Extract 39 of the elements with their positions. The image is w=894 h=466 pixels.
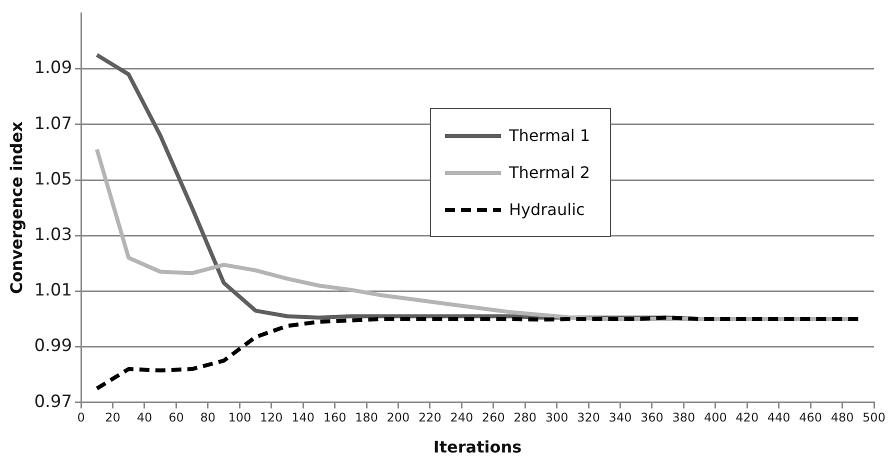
x-tick-label: 400	[704, 410, 727, 425]
x-tick-label: 380	[672, 410, 696, 425]
y-tick-label: 0.97	[34, 392, 72, 412]
x-tick-label: 0	[77, 410, 85, 425]
y-tick-label: 1.09	[34, 58, 72, 78]
x-tick-label: 460	[799, 410, 822, 425]
legend-label: Thermal 1	[508, 126, 590, 146]
x-tick-label: 440	[767, 410, 790, 425]
line-series	[94, 316, 860, 390]
y-tick-label: 1.01	[34, 280, 72, 301]
x-tick-label: 60	[168, 410, 184, 425]
legend-label: Thermal 2	[508, 163, 590, 182]
x-tick-label: 20	[105, 410, 120, 425]
x-tick-label: 500	[862, 410, 886, 425]
x-tick-label: 140	[292, 410, 315, 425]
x-tick-label: 340	[608, 410, 632, 425]
y-tick-label: 1.05	[34, 169, 72, 190]
x-tick-label: 280	[514, 410, 537, 425]
x-tick-label: 180	[355, 410, 378, 425]
x-tick-label: 200	[386, 410, 410, 425]
x-tick-label: 300	[545, 410, 568, 425]
x-tick-label: 360	[640, 410, 664, 425]
x-axis-title: Iterations	[433, 438, 522, 457]
x-tick-label: 40	[136, 410, 152, 425]
legend-label: Hydraulic	[508, 200, 585, 220]
x-tick-label: 120	[260, 410, 283, 425]
x-tick-label: 80	[200, 410, 216, 425]
y-tick-label: 0.99	[34, 336, 72, 356]
y-tick-label: 1.03	[34, 225, 72, 246]
x-tick-label: 240	[450, 410, 474, 425]
x-tick-label: 420	[736, 410, 759, 425]
x-tick-label: 100	[228, 410, 252, 425]
x-tick-label: 160	[323, 410, 346, 425]
x-tick-label: 480	[830, 410, 854, 425]
y-axis-title: Convergence index	[6, 120, 26, 294]
x-tick-label: 260	[482, 410, 505, 425]
x-tick-label: 320	[577, 410, 600, 425]
y-tick-label: 1.07	[34, 114, 72, 134]
x-tick-label: 220	[418, 410, 442, 425]
